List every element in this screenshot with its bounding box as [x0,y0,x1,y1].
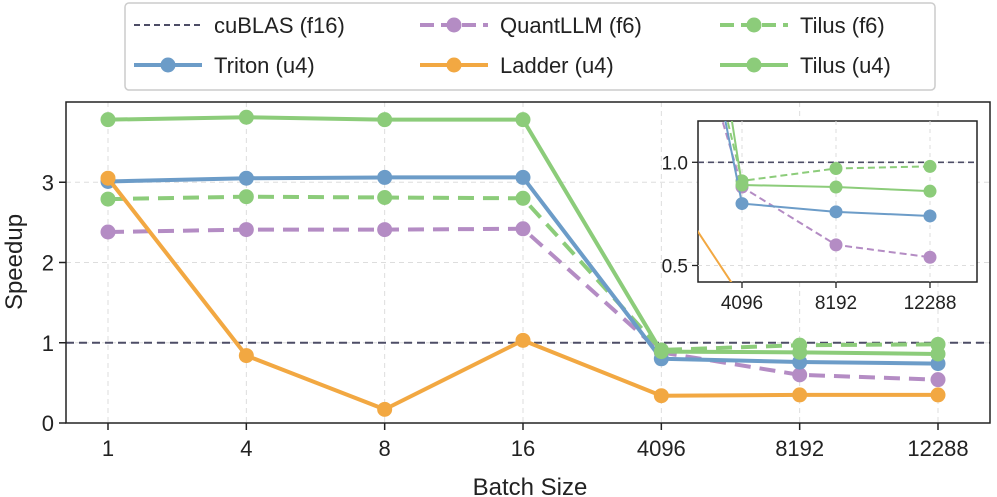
inset-data-point-triton-u4 [735,197,749,211]
inset-data-point-tilus-u4 [923,184,937,198]
legend-label: Tilus (u4) [800,53,891,78]
legend-swatch-marker [446,57,462,73]
legend-entry-quantllm-f6: QuantLLM (f6) [420,13,642,38]
y-tick-label: 2 [42,251,54,276]
y-tick-label: 0 [42,411,54,436]
data-point-tilus-u4 [653,344,669,360]
x-tick-label: 16 [511,436,535,461]
data-point-tilus-f6 [238,189,254,205]
legend-entry-triton-u4: Triton (u4) [134,53,315,78]
data-point-ladder-u4 [238,348,254,364]
legend-label: QuantLLM (f6) [500,13,642,38]
data-point-tilus-u4 [377,112,393,128]
data-point-tilus-f6 [100,191,116,207]
legend-swatch-marker [446,17,462,33]
inset-series-line-quantllm-f6 [721,121,931,259]
legend-entry-cublas-f16: cuBLAS (f16) [134,13,345,38]
main-plot-area: 0 1 2 3 1 4 8 16 4096 8192 12288 [42,101,991,461]
inset-series-group [698,121,977,282]
data-point-quantllm-f6 [515,221,531,237]
data-point-quantllm-f6 [930,372,946,388]
data-point-tilus-u4 [238,109,254,125]
data-point-tilus-f6 [377,189,393,205]
data-point-quantllm-f6 [792,367,808,383]
legend-swatch-marker [160,57,176,73]
data-point-ladder-u4 [515,332,531,348]
legend-swatch-marker [746,57,762,73]
y-tick-label: 1 [42,331,54,356]
inset-series-line-tilus-f6 [726,121,931,182]
data-point-tilus-u4 [930,346,946,362]
data-point-quantllm-f6 [100,224,116,240]
data-point-ladder-u4 [653,388,669,404]
series-ladder-u4 [100,170,946,417]
data-point-tilus-u4 [100,112,116,128]
x-tick-label: 1 [102,436,114,461]
inset-series-line-tilus-u4 [730,121,931,193]
inset-x-tick-label: 4096 [721,293,763,314]
legend-entry-tilus-u4: Tilus (u4) [720,53,891,78]
x-tick-label: 4096 [637,436,686,461]
data-point-ladder-u4 [100,170,116,186]
legend-label: Triton (u4) [214,53,315,78]
inset-series-line-triton-u4 [724,121,931,217]
x-axis-label: Batch Size [473,474,588,497]
data-point-quantllm-f6 [238,222,254,238]
inset-data-point-triton-u4 [923,209,937,223]
data-point-triton-u4 [238,170,254,186]
data-point-quantllm-f6 [377,222,393,238]
inset-y-tick-label: 1.0 [662,153,688,174]
y-axis-label: Speedup [1,214,28,310]
inset-x-tick-label: 8192 [815,293,857,314]
y-tick-label: 3 [42,170,54,195]
data-point-tilus-f6 [515,190,531,206]
legend-entry-tilus-f6: Tilus (f6) [720,13,885,38]
inset-data-point-quantllm-f6 [829,238,843,252]
legend-label: Ladder (u4) [500,53,614,78]
data-point-ladder-u4 [377,401,393,417]
inset-data-point-quantllm-f6 [923,250,937,264]
inset-data-point-tilus-f6 [923,159,937,173]
series-tilus-u4 [100,109,946,362]
data-point-ladder-u4 [792,387,808,403]
data-point-ladder-u4 [930,387,946,403]
inset-data-point-tilus-f6 [829,161,843,175]
legend-label: Tilus (f6) [800,13,885,38]
inset-y-tick-label: 0.5 [662,256,688,277]
plot-frame [65,101,991,424]
inset-plot-area: 0.5 1.0 4096 8192 12288 [662,120,978,314]
legend-label: cuBLAS (f16) [214,13,345,38]
legend-swatch-marker [746,17,762,33]
legend-entry-ladder-u4: Ladder (u4) [420,53,614,78]
data-point-tilus-u4 [792,344,808,360]
x-tick-label: 12288 [907,436,968,461]
inset-data-point-tilus-u4 [829,180,843,194]
inset-data-point-tilus-u4 [735,178,749,192]
data-point-tilus-u4 [515,112,531,128]
data-point-triton-u4 [515,169,531,185]
inset-data-point-triton-u4 [829,205,843,219]
legend: cuBLAS (f16) QuantLLM (f6) Tilus (f6) Trito… [124,2,936,91]
series-quantllm-f6 [100,221,946,388]
data-point-triton-u4 [377,169,393,185]
x-tick-label: 8 [379,436,391,461]
x-tick-label: 8192 [775,436,824,461]
x-tick-label: 4 [240,436,252,461]
inset-x-tick-label: 12288 [904,293,957,314]
